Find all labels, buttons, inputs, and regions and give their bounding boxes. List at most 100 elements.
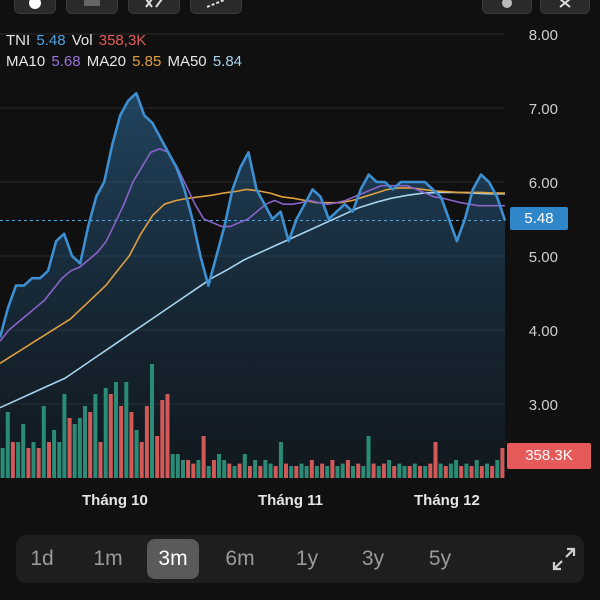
- volume-bar: [469, 466, 474, 478]
- y-tick-label: 3.00: [529, 397, 558, 414]
- vol-value: 358,3K: [98, 32, 147, 49]
- range-3m-button[interactable]: 3m: [147, 539, 199, 579]
- ticker-label: TNI: [6, 32, 31, 49]
- y-tick-label: 7.00: [529, 101, 558, 118]
- volume-bar: [114, 382, 118, 478]
- close-button[interactable]: [540, 0, 590, 14]
- volume-bar: [418, 466, 422, 478]
- volume-bar: [479, 466, 484, 478]
- volume-bar: [443, 466, 448, 478]
- chart-type-button[interactable]: [66, 0, 118, 14]
- vol-label: Vol: [71, 32, 93, 49]
- volume-bar: [402, 466, 407, 478]
- chart-legend: TNI 5.48 Vol 358,3K MA10 5.68 MA20 5.85 …: [6, 30, 244, 72]
- range-1m-button[interactable]: 1m: [93, 547, 123, 570]
- volume-bar: [186, 460, 191, 478]
- volume-bar: [459, 466, 464, 478]
- volume-bar: [201, 436, 206, 478]
- range-1d-button[interactable]: 1d: [30, 547, 54, 570]
- volume-bar: [304, 466, 309, 478]
- volume-bar: [273, 466, 278, 478]
- volume-bar: [376, 466, 381, 478]
- volume-bar: [284, 463, 288, 478]
- volume-bar: [57, 442, 62, 478]
- volume-bar: [232, 466, 237, 478]
- volume-bar: [278, 442, 283, 478]
- volume-bar: [222, 460, 227, 478]
- volume-bar: [428, 463, 433, 478]
- volume-bar: [366, 436, 371, 478]
- volume-bar: [170, 454, 175, 478]
- volume-bar: [150, 364, 154, 478]
- top-toolbar: [0, 0, 600, 18]
- volume-bar: [351, 466, 355, 478]
- volume-bar: [381, 463, 386, 478]
- theme-toggle-button[interactable]: [14, 0, 56, 14]
- volume-bar: [485, 463, 489, 478]
- volume-bar: [289, 466, 294, 478]
- volume-bar: [0, 448, 5, 478]
- volume-bar: [258, 466, 263, 478]
- volume-bar: [47, 442, 51, 478]
- volume-bar: [227, 463, 232, 478]
- range-3y-button[interactable]: 3y: [361, 547, 385, 570]
- x-axis-label: Tháng 10: [82, 492, 148, 509]
- volume-bar: [93, 394, 98, 478]
- settings-button[interactable]: [482, 0, 532, 14]
- volume-bar: [129, 412, 134, 478]
- volume-bar: [119, 406, 124, 478]
- volume-bar: [345, 460, 350, 478]
- price-value: 5.48: [36, 32, 66, 49]
- expand-icon[interactable]: [549, 544, 579, 574]
- volume-bar: [314, 466, 319, 478]
- volume-bar: [454, 460, 459, 478]
- volume-bar: [242, 454, 247, 478]
- x-axis-label: Tháng 12: [414, 492, 480, 509]
- volume-bar: [407, 466, 412, 478]
- volume-bar: [83, 406, 87, 478]
- close-icon: [559, 0, 571, 8]
- volume-bar: [165, 394, 170, 478]
- volume-bar: [340, 463, 345, 478]
- indicator-button[interactable]: [128, 0, 180, 14]
- volume-bar: [325, 466, 330, 478]
- draw-tool-button[interactable]: [190, 0, 242, 14]
- gear-icon: [502, 0, 512, 9]
- volume-bar: [77, 418, 82, 478]
- volume-bar: [371, 463, 376, 478]
- volume-bar: [387, 460, 392, 478]
- range-5y-button[interactable]: 5y: [428, 547, 452, 570]
- y-tick-label: 6.00: [529, 175, 558, 192]
- volume-bar: [181, 460, 185, 478]
- range-1y-button[interactable]: 1y: [295, 547, 319, 570]
- dot-icon: [29, 0, 41, 10]
- volume-bar: [464, 463, 469, 478]
- volume-bar: [433, 442, 438, 478]
- y-tick-label: 8.00: [529, 27, 558, 44]
- volume-bar: [5, 412, 10, 478]
- volume-bar: [124, 382, 129, 478]
- volume-bar: [144, 406, 149, 478]
- volume-bar: [217, 454, 221, 478]
- volume-bar: [237, 463, 242, 478]
- volume-bar: [397, 463, 402, 478]
- current-price-tag: 5.48: [510, 207, 568, 230]
- volume-bar: [196, 460, 201, 478]
- volume-bar: [98, 442, 103, 478]
- volume-bar: [423, 466, 428, 478]
- volume-bar: [206, 466, 211, 478]
- ma50-value: 5.84: [212, 53, 243, 70]
- volume-bar: [438, 463, 443, 478]
- volume-bar: [10, 442, 15, 478]
- volume-bar: [320, 463, 325, 478]
- volume-bar: [67, 418, 72, 478]
- volume-bar: [41, 406, 46, 478]
- volume-bar: [474, 460, 479, 478]
- time-range-selector: 1d 1m 3m 6m 1y 3y 5y: [16, 535, 584, 583]
- pencil-icon: [206, 0, 225, 9]
- volume-bar: [412, 463, 417, 478]
- ma50-label: MA50: [167, 53, 207, 70]
- volume-tag: 358.3K: [507, 443, 591, 469]
- range-6m-button[interactable]: 6m: [225, 547, 255, 570]
